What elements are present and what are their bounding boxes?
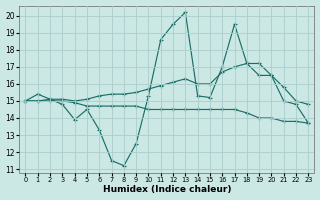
X-axis label: Humidex (Indice chaleur): Humidex (Indice chaleur) bbox=[103, 185, 231, 194]
